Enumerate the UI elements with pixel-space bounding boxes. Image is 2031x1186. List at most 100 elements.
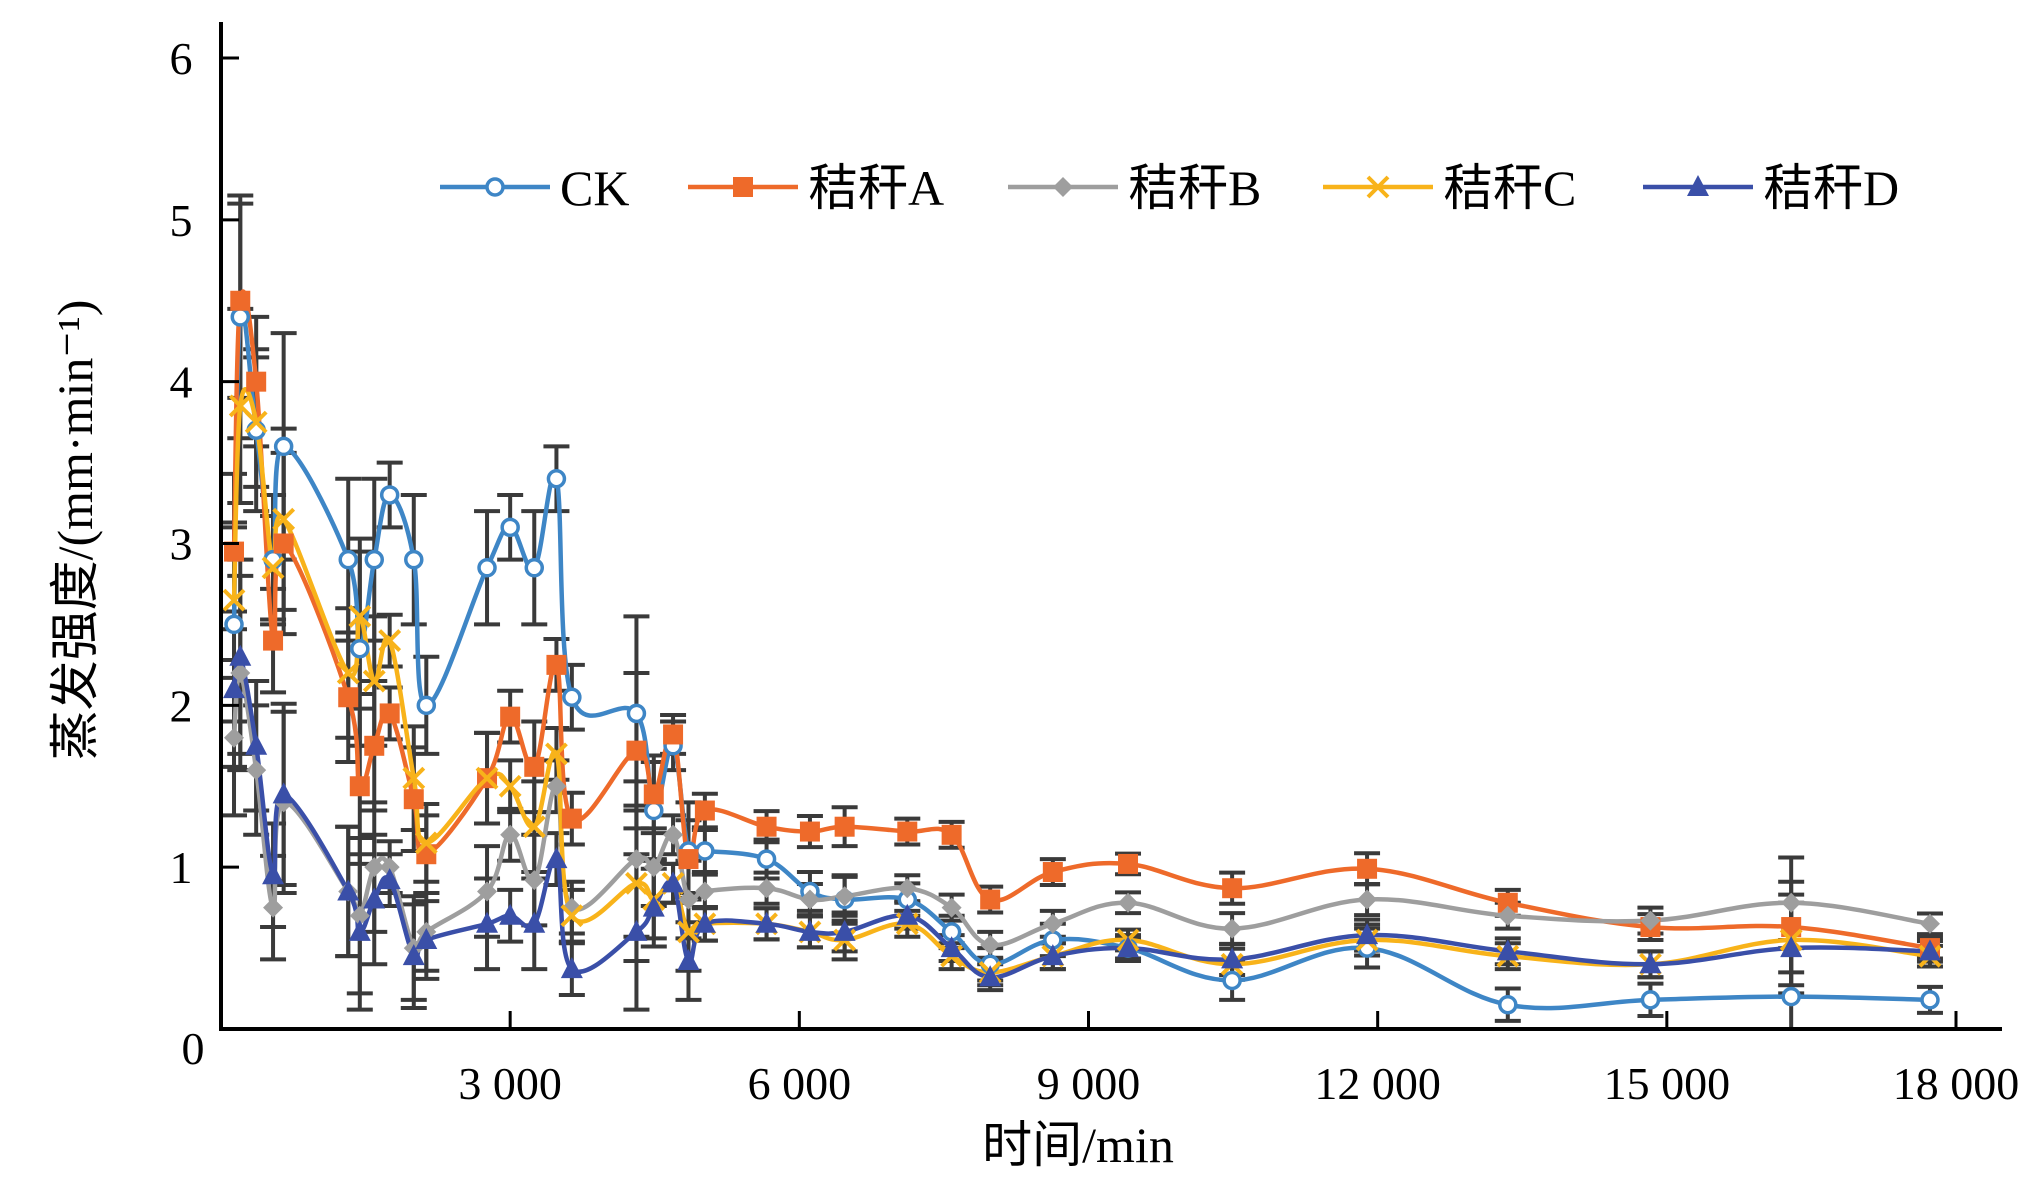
data-point — [1918, 939, 1941, 961]
data-point — [338, 687, 359, 708]
x-tick-label: 18 000 — [1893, 1058, 2020, 1109]
data-point — [1118, 892, 1139, 913]
data-point — [500, 824, 521, 845]
data-point — [799, 889, 820, 910]
data-point — [642, 895, 665, 917]
data-point — [500, 517, 520, 538]
data-point — [1041, 944, 1064, 966]
data-point — [1042, 862, 1063, 883]
data-point — [402, 944, 425, 966]
data-point — [349, 905, 370, 926]
data-point — [378, 629, 402, 653]
data-point — [403, 789, 424, 810]
data-point — [272, 507, 296, 531]
x-tick-label: 15 000 — [1604, 1058, 1731, 1109]
data-point — [1222, 878, 1243, 899]
data-point — [524, 870, 545, 891]
data-point — [1042, 913, 1063, 934]
data-point — [224, 541, 245, 562]
data-point — [224, 614, 244, 635]
data-point — [498, 774, 522, 798]
data-point — [940, 936, 963, 958]
x-tick-label: 3 000 — [458, 1058, 562, 1109]
data-point — [1356, 923, 1379, 945]
data-point — [364, 549, 385, 570]
data-point — [756, 816, 777, 837]
y-tick-label: 4 — [170, 357, 193, 408]
data-point — [261, 556, 285, 580]
data-point — [941, 824, 962, 845]
data-point — [522, 815, 546, 839]
data-point — [561, 808, 582, 829]
data-point — [755, 911, 778, 933]
data-point — [414, 831, 438, 855]
data-point — [476, 911, 499, 933]
legend-marker-icon — [1366, 175, 1390, 199]
data-point — [756, 849, 777, 869]
data-point — [229, 644, 252, 666]
origin-label: 0 — [182, 1023, 205, 1074]
data-point — [415, 927, 438, 949]
ticks: 3 000 6 000 9 000 12 000 15 000 18 000 1 2 3 4 5 6 — [170, 33, 2020, 1109]
data-point — [1357, 889, 1378, 910]
data-point — [273, 436, 294, 457]
legend: CK 秸秆A 秸秆B 秸秆C 秸秆D — [440, 160, 1899, 216]
data-point — [980, 889, 1001, 910]
data-point — [499, 903, 522, 925]
data-point — [695, 841, 715, 861]
data-point — [263, 630, 284, 651]
data-point — [246, 760, 267, 781]
data-point — [1496, 939, 1519, 961]
data-point — [246, 371, 267, 392]
error-bars — [221, 193, 1943, 1031]
data-point — [560, 904, 584, 928]
data-point — [1357, 858, 1378, 879]
data-point — [678, 889, 699, 910]
data-point — [273, 533, 294, 554]
data-point — [560, 957, 583, 979]
data-point — [1497, 892, 1518, 913]
data-point — [1117, 936, 1140, 958]
data-point — [677, 949, 700, 971]
data-point — [416, 695, 437, 716]
data-point — [338, 549, 358, 570]
data-point — [663, 724, 684, 745]
data-point — [625, 871, 648, 895]
data-point — [262, 863, 285, 885]
data-point — [230, 662, 251, 683]
data-point — [562, 687, 582, 707]
data-point — [546, 469, 567, 489]
x-tick-label: 12 000 — [1314, 1058, 1441, 1109]
data-point — [798, 919, 821, 941]
data-point — [524, 558, 545, 578]
data-point — [1780, 936, 1803, 958]
data-point — [477, 881, 498, 902]
data-point — [1221, 947, 1244, 969]
data-point — [336, 661, 360, 685]
data-point — [1640, 990, 1661, 1010]
data-point — [230, 290, 251, 311]
data-point — [546, 654, 567, 675]
data-point — [1222, 970, 1242, 991]
axes — [219, 22, 2002, 1031]
data-point — [545, 847, 568, 869]
y-tick-label: 3 — [170, 519, 193, 570]
legend-item: 秸秆C — [1323, 160, 1576, 216]
data-point — [979, 965, 1002, 987]
data-point — [625, 919, 648, 941]
legend-item: CK — [440, 160, 629, 216]
data-point — [222, 588, 246, 612]
data-point — [897, 878, 918, 899]
data-point — [379, 703, 400, 724]
data-point — [224, 727, 245, 748]
data-point — [349, 776, 370, 797]
data-point — [1497, 905, 1518, 926]
legend-label: CK — [560, 160, 629, 216]
legend-item: 秸秆A — [688, 160, 944, 216]
data-point — [348, 919, 371, 941]
data-point — [348, 604, 372, 628]
x-tick-label: 9 000 — [1037, 1058, 1141, 1109]
data-point — [545, 742, 568, 766]
data-point — [756, 878, 777, 899]
